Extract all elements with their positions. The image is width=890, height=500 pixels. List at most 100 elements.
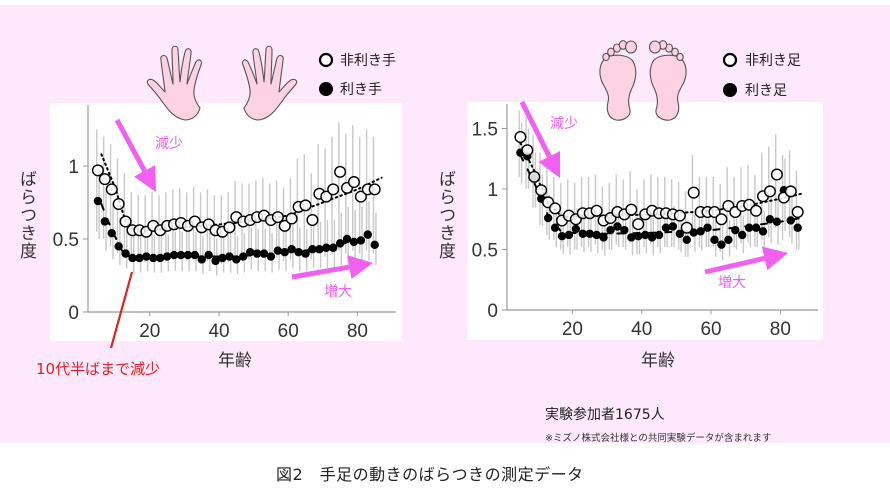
foot-point-dominant bbox=[585, 229, 594, 238]
foot-point-dominant bbox=[543, 213, 553, 223]
legend-label-nondominant-hand: 非利き手 bbox=[340, 53, 396, 69]
foot-point-nondominant bbox=[784, 185, 797, 198]
foot-point-dominant bbox=[640, 230, 650, 240]
hand-point-dominant bbox=[239, 252, 248, 261]
foot-point-dominant bbox=[731, 225, 740, 235]
hand-increase-label: 増大 bbox=[324, 284, 352, 300]
hand-point-nondominant bbox=[347, 176, 360, 189]
foot-point-dominant bbox=[675, 229, 685, 238]
legend-label-nondominant-foot: 非利き足 bbox=[745, 53, 801, 69]
hand-point-dominant bbox=[273, 246, 283, 255]
hand-y-tick-label: 0.5 bbox=[53, 230, 79, 251]
foot-point-dominant bbox=[606, 225, 615, 235]
foot-point-nondominant bbox=[770, 168, 783, 181]
foot-decrease-arrow-shaft bbox=[519, 100, 552, 158]
teen-decrease-note: 10代半ばまで減少 bbox=[36, 360, 161, 378]
foot-point-nondominant bbox=[673, 209, 686, 222]
foot-point-dominant bbox=[627, 233, 636, 242]
hand-point-nondominant bbox=[105, 183, 118, 196]
foot-point-nondominant bbox=[632, 218, 645, 231]
foot-point-dominant bbox=[682, 235, 691, 245]
foot-point-nondominant bbox=[590, 204, 603, 217]
foot-point-dominant bbox=[613, 222, 622, 231]
hand-point-dominant bbox=[204, 250, 213, 260]
foot-point-dominant bbox=[564, 230, 574, 240]
foot-point-dominant bbox=[744, 223, 754, 232]
hand-point-dominant bbox=[266, 252, 276, 261]
foot-point-dominant bbox=[634, 231, 643, 241]
hand-point-dominant bbox=[169, 250, 179, 260]
hand-point-dominant bbox=[149, 253, 158, 263]
foot-point-dominant bbox=[738, 230, 747, 240]
foot-x-axis-label: 年齢 bbox=[641, 351, 675, 371]
legend-label-dominant-foot: 利き足 bbox=[745, 83, 787, 99]
foot-point-dominant bbox=[786, 216, 795, 225]
hand-x-tick-label: 20 bbox=[139, 321, 160, 342]
foot-point-dominant bbox=[758, 227, 768, 236]
foot-point-dominant bbox=[654, 230, 664, 240]
foot-point-dominant bbox=[793, 223, 802, 232]
hand-point-nondominant bbox=[299, 199, 312, 212]
hand-increase-arrow-head bbox=[347, 255, 373, 279]
foot-point-nondominant bbox=[521, 144, 534, 157]
foot-increase-arrow-shaft bbox=[704, 255, 766, 275]
hand-point-dominant bbox=[162, 252, 172, 261]
foot-y-tick-label: 0.5 bbox=[472, 241, 498, 262]
foot-x-tick-label: 80 bbox=[770, 319, 791, 340]
foot-point-dominant bbox=[578, 229, 587, 238]
legend-filled-marker-icon bbox=[723, 83, 737, 97]
foot-x-tick-label: 60 bbox=[700, 319, 721, 340]
hand-x-tick-label: 60 bbox=[278, 321, 299, 342]
hand-point-dominant bbox=[183, 250, 193, 260]
hand-point-dominant bbox=[308, 245, 317, 254]
hand-point-nondominant bbox=[368, 183, 381, 196]
foot-point-nondominant bbox=[680, 221, 693, 234]
hand-point-dominant bbox=[335, 239, 345, 248]
hand-point-dominant bbox=[114, 242, 123, 251]
foot-point-nondominant bbox=[528, 170, 541, 183]
foot-point-dominant bbox=[599, 233, 608, 242]
foot-point-dominant bbox=[557, 231, 567, 241]
figure-caption: 図2 手足の動きのばらつきの測定データ bbox=[276, 465, 584, 484]
hand-point-dominant bbox=[363, 230, 372, 239]
foot-decrease-label: 減少 bbox=[550, 116, 578, 132]
foot-increase-arrow-head bbox=[761, 246, 788, 271]
hand-point-nondominant bbox=[278, 219, 291, 232]
foot-point-dominant bbox=[550, 223, 560, 232]
hand-point-nondominant bbox=[354, 190, 367, 203]
hand-point-dominant bbox=[107, 228, 116, 238]
hand-y-tick-label: 1 bbox=[68, 157, 79, 178]
hand-decrease-arrow-head bbox=[134, 165, 156, 192]
foot-point-dominant bbox=[620, 225, 629, 235]
foot-point-nondominant bbox=[715, 213, 728, 226]
foot-x-tick-label: 40 bbox=[631, 319, 652, 340]
foot-point-nondominant bbox=[687, 186, 700, 199]
hand-point-dominant bbox=[211, 256, 220, 266]
foot-point-nondominant bbox=[625, 203, 638, 216]
foot-point-dominant bbox=[571, 224, 581, 234]
foot-y-axis-label: ばらつき度 bbox=[435, 170, 455, 260]
hand-point-nondominant bbox=[98, 173, 111, 186]
foot-point-dominant bbox=[717, 240, 726, 249]
feet-icon bbox=[599, 40, 687, 121]
foot-point-dominant bbox=[696, 227, 705, 236]
foot-point-nondominant bbox=[750, 204, 763, 217]
hand-point-dominant bbox=[370, 240, 379, 250]
legend-label-dominant-hand: 利き手 bbox=[340, 82, 382, 98]
legend-filled-marker-icon bbox=[319, 82, 333, 96]
hand-point-nondominant bbox=[91, 164, 104, 177]
hand-y-axis-label: ばらつき度 bbox=[16, 170, 36, 260]
foot-point-dominant bbox=[751, 223, 761, 232]
legend-open-marker-icon bbox=[318, 52, 334, 68]
foot-point-dominant bbox=[765, 215, 775, 224]
hand-point-dominant bbox=[218, 253, 227, 263]
hand-point-nondominant bbox=[119, 215, 132, 228]
hand-increase-arrow-shaft bbox=[291, 264, 350, 280]
hand-point-nondominant bbox=[285, 212, 298, 225]
foot-point-nondominant bbox=[549, 202, 562, 215]
foot-point-dominant bbox=[772, 217, 782, 226]
hand-point-dominant bbox=[328, 243, 338, 252]
foot-point-dominant bbox=[703, 223, 712, 232]
